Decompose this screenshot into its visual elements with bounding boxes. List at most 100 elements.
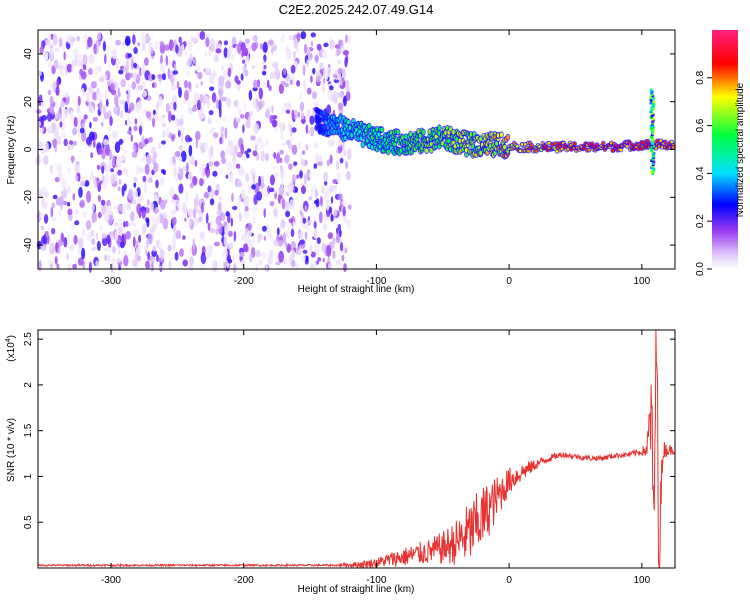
noise-speckle xyxy=(271,119,277,128)
noise-speckle xyxy=(96,40,100,52)
noise-speckle xyxy=(96,92,102,102)
noise-speckle xyxy=(126,118,132,127)
noise-speckle xyxy=(110,82,115,92)
noise-speckle xyxy=(131,221,136,227)
noise-speckle xyxy=(101,174,105,183)
noise-speckle xyxy=(339,205,342,213)
noise-speckle xyxy=(174,150,181,158)
noise-speckle xyxy=(133,182,137,188)
noise-speckle xyxy=(243,101,247,113)
noise-speckle xyxy=(291,259,296,268)
noise-speckle xyxy=(57,239,63,247)
noise-speckle xyxy=(301,150,306,155)
noise-speckle xyxy=(242,124,245,134)
noise-speckle xyxy=(341,200,347,206)
noise-speckle xyxy=(260,150,266,162)
noise-speckle xyxy=(308,196,313,201)
noise-speckle xyxy=(265,139,269,147)
noise-speckle xyxy=(125,230,132,240)
noise-speckle xyxy=(53,129,59,140)
noise-speckle xyxy=(43,50,49,61)
noise-speckle xyxy=(144,57,149,66)
noise-speckle xyxy=(114,222,118,227)
noise-speckle xyxy=(183,79,189,89)
noise-speckle xyxy=(132,144,137,152)
noise-speckle xyxy=(284,200,290,211)
noise-speckle xyxy=(186,162,189,174)
noise-speckle xyxy=(293,37,299,49)
noise-speckle xyxy=(216,211,220,216)
noise-speckle xyxy=(180,132,184,144)
noise-speckle xyxy=(108,134,111,140)
noise-speckle xyxy=(341,254,345,262)
noise-speckle xyxy=(88,261,92,273)
noise-speckle xyxy=(118,178,122,185)
noise-speckle xyxy=(310,251,316,258)
ridge-point xyxy=(560,147,564,151)
noise-speckle xyxy=(240,143,245,155)
noise-speckle xyxy=(205,36,210,48)
noise-speckle xyxy=(141,81,146,89)
noise-speckle xyxy=(282,33,286,41)
noise-speckle xyxy=(279,149,284,155)
noise-speckle xyxy=(45,142,49,153)
noise-speckle xyxy=(230,217,233,227)
noise-speckle xyxy=(322,257,325,263)
noise-speckle xyxy=(76,103,81,115)
noise-speckle xyxy=(344,57,348,68)
noise-speckle xyxy=(202,234,206,243)
noise-speckle xyxy=(339,157,344,164)
noise-speckle xyxy=(36,109,42,114)
noise-speckle xyxy=(220,150,226,159)
noise-speckle xyxy=(76,35,81,42)
noise-speckle xyxy=(245,38,250,45)
noise-speckle xyxy=(171,114,176,121)
noise-speckle xyxy=(225,174,229,179)
noise-speckle xyxy=(182,259,188,267)
noise-speckle xyxy=(274,171,279,178)
noise-speckle xyxy=(285,191,290,197)
noise-speckle xyxy=(318,211,323,224)
noise-speckle xyxy=(206,98,211,109)
noise-speckle xyxy=(300,206,304,212)
noise-speckle xyxy=(77,246,81,256)
y-tick-label: 1 xyxy=(23,473,34,479)
x-tick-label: -300 xyxy=(101,276,121,287)
noise-speckle xyxy=(327,263,333,269)
snr-panel: -300 -200 -100 0 100 0.5 1 1.5 2 2.5 Height of s… xyxy=(5,329,676,595)
noise-speckle xyxy=(79,199,85,209)
y-tick-label: 2 xyxy=(23,382,34,388)
ridge-point xyxy=(418,133,422,139)
y-tick-label: 2.5 xyxy=(23,332,34,346)
noise-speckle xyxy=(140,157,144,162)
snr-scale-close: ) xyxy=(6,335,17,338)
ridge-point xyxy=(601,141,605,145)
noise-speckle xyxy=(263,208,267,218)
noise-speckle xyxy=(108,247,112,253)
noise-speckle xyxy=(67,263,71,273)
noise-speckle xyxy=(57,135,62,146)
noise-speckle xyxy=(331,133,335,143)
noise-speckle xyxy=(207,118,212,125)
noise-speckle xyxy=(100,199,106,206)
noise-speckle xyxy=(346,170,351,181)
ridge-point xyxy=(421,130,425,135)
noise-speckle xyxy=(321,242,326,254)
noise-speckle xyxy=(347,220,351,230)
noise-speckle xyxy=(221,157,227,164)
noise-speckle xyxy=(187,81,192,89)
noise-speckle xyxy=(165,55,169,66)
noise-speckle xyxy=(326,245,332,257)
noise-speckle xyxy=(181,202,187,214)
ridge-point xyxy=(582,147,586,151)
noise-speckle xyxy=(129,102,135,112)
excursion-point xyxy=(652,103,656,107)
noise-speckle xyxy=(316,161,323,166)
noise-speckle xyxy=(87,231,92,243)
colorbar-label: Normalized spectral amplitude xyxy=(735,82,746,217)
noise-speckle xyxy=(261,82,268,88)
noise-speckle xyxy=(53,59,59,70)
noise-speckle xyxy=(110,168,114,173)
noise-speckle xyxy=(137,42,141,47)
